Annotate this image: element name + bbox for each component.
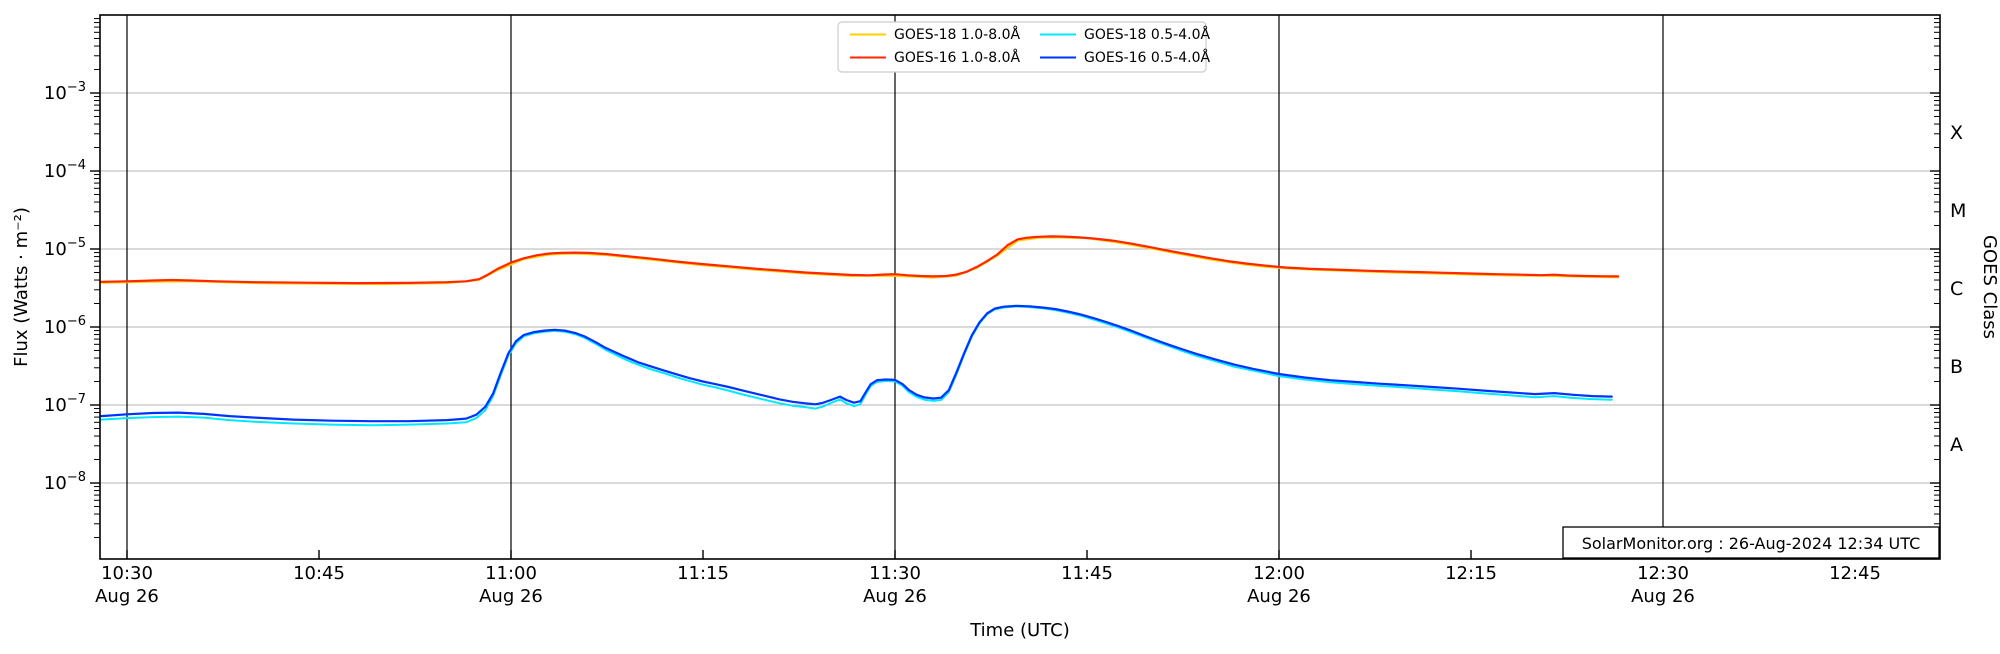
legend-label: GOES-18 1.0-8.0Å — [894, 26, 1020, 43]
legend-label: GOES-16 0.5-4.0Å — [1084, 49, 1210, 66]
plot-frame — [99, 14, 1941, 560]
goes-class-label: B — [1950, 356, 1963, 378]
y-tick-label: 10−6 — [44, 314, 86, 338]
vline-layer — [126, 15, 1664, 559]
x-tick-label: 12:45 — [1829, 563, 1881, 584]
x-tick-label: 10:45 — [293, 563, 345, 584]
x-tick-sublabel: Aug 26 — [95, 586, 159, 607]
x-tick-label: 11:30 — [869, 563, 921, 584]
legend-box — [837, 21, 1207, 73]
x-axis-title: Time (UTC) — [969, 620, 1070, 641]
y-tick-label: 10−7 — [44, 392, 86, 416]
x-tick-label: 11:15 — [677, 563, 729, 584]
y-tick-label: 10−4 — [44, 158, 86, 182]
annotation-text: SolarMonitor.org : 26-Aug-2024 12:34 UTC — [1582, 534, 1921, 553]
flux-curve-goes16-long — [100, 235, 1620, 285]
y-tick-label: 10−3 — [44, 80, 86, 104]
source-annotation: SolarMonitor.org : 26-Aug-2024 12:34 UTC — [1562, 526, 1940, 559]
x-tick-label: 12:15 — [1445, 563, 1497, 584]
annotation-box — [1562, 526, 1940, 559]
grid-layer — [100, 92, 1940, 484]
x-tick-label: 12:30 — [1637, 563, 1689, 584]
x-tick-sublabel: Aug 26 — [1247, 586, 1311, 607]
x-tick-sublabel: Aug 26 — [1631, 586, 1695, 607]
x-tick-sublabel: Aug 26 — [479, 586, 543, 607]
x-tick-label: 12:00 — [1253, 563, 1305, 584]
y-tick-label: 10−5 — [44, 236, 86, 260]
goes-class-label: A — [1950, 434, 1963, 456]
x-tick-label: 11:00 — [485, 563, 537, 584]
x-tick-sublabel: Aug 26 — [863, 586, 927, 607]
right-axis-title: GOES Class — [1979, 235, 2000, 339]
flux-curve-goes18-short — [100, 305, 1613, 427]
goes-class-label: M — [1950, 200, 1966, 222]
x-tick-label: 11:45 — [1061, 563, 1113, 584]
goes-class-label: X — [1950, 122, 1963, 144]
goes-class-label: C — [1950, 278, 1963, 300]
legend-label: GOES-18 0.5-4.0Å — [1084, 26, 1210, 43]
legend: GOES-18 1.0-8.0Å GOES-16 1.0-8.0Å GOES-1… — [837, 21, 1210, 73]
y-tick-label: 10−8 — [44, 470, 86, 494]
y-axis-title: Flux (Watts · m⁻²) — [11, 207, 32, 367]
legend-label: GOES-16 1.0-8.0Å — [894, 49, 1020, 66]
flux-curve-goes18-long — [100, 236, 1620, 286]
x-tick-label: 10:30 — [101, 563, 153, 584]
curve-layer — [100, 235, 1620, 427]
flux-curve-goes16-short — [100, 304, 1613, 423]
